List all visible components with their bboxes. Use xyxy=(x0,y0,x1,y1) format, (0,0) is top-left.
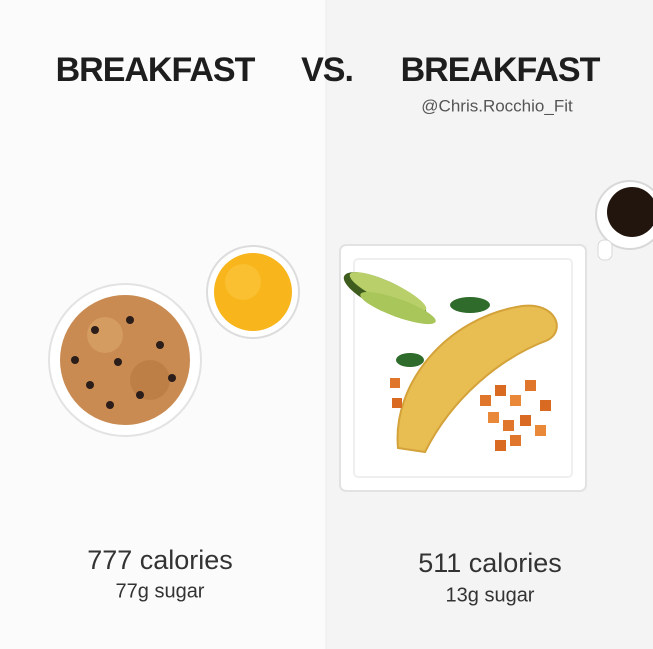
cereal xyxy=(60,295,190,425)
sweet-potato xyxy=(503,420,514,431)
cereal-bowl xyxy=(48,283,202,437)
credit: @Chris.Rocchio_Fit xyxy=(421,96,573,115)
calories: 511 calories xyxy=(418,548,562,578)
flake xyxy=(130,360,170,400)
raisin xyxy=(114,358,122,366)
juice-glass xyxy=(206,245,300,339)
right-heading: BREAKFAST xyxy=(401,51,601,89)
sugar: 13g sugar xyxy=(446,584,535,606)
spinach xyxy=(450,297,490,313)
sweet-potato xyxy=(540,400,551,411)
raisin xyxy=(91,326,99,334)
handle xyxy=(597,239,613,261)
sweet-potato xyxy=(495,385,506,396)
sweet-potato xyxy=(510,395,521,406)
sweet-potato xyxy=(390,378,400,388)
raisin xyxy=(71,356,79,364)
sweet-potato xyxy=(480,395,491,406)
sweet-potato xyxy=(510,435,521,446)
left-heading: BREAKFAST xyxy=(56,51,256,89)
coffee xyxy=(607,187,653,237)
plate-rim xyxy=(353,258,573,478)
sweet-potato xyxy=(520,415,531,426)
calories: 777 calories xyxy=(87,545,233,575)
flake xyxy=(87,317,123,353)
sugar: 77g sugar xyxy=(116,580,205,602)
omelette-plate xyxy=(339,244,587,492)
juice-highlight xyxy=(225,264,261,300)
sweet-potato xyxy=(488,412,499,423)
avocado xyxy=(360,291,436,325)
coffee-mug xyxy=(595,180,653,261)
raisin xyxy=(136,391,144,399)
omelette xyxy=(396,304,558,454)
raisin xyxy=(86,381,94,389)
sweet-potato xyxy=(525,380,536,391)
sweet-potato xyxy=(535,425,546,436)
vs-heading: VS. xyxy=(301,51,353,89)
sweet-potato xyxy=(392,398,402,408)
sweet-potato xyxy=(495,440,506,451)
spinach xyxy=(396,353,424,367)
raisin xyxy=(126,316,134,324)
raisin xyxy=(156,341,164,349)
raisin xyxy=(168,374,176,382)
raisin xyxy=(106,401,114,409)
